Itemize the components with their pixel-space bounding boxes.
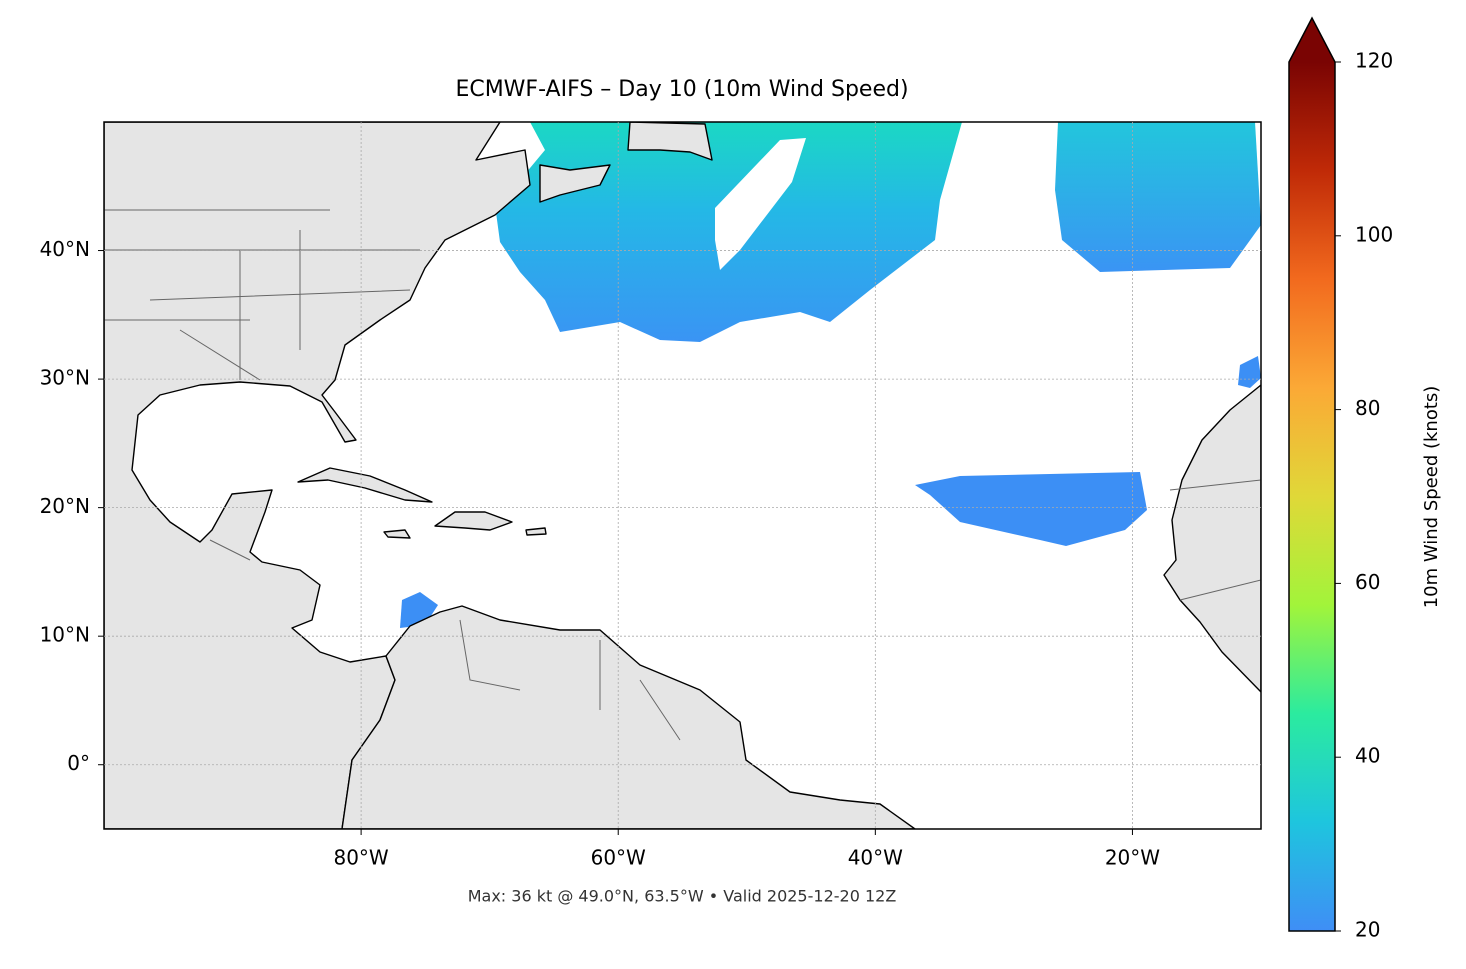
y-tick-label: 10°N — [40, 623, 90, 647]
y-tick-label: 0° — [67, 751, 90, 775]
wind-region — [1238, 356, 1261, 388]
x-tick-label: 60°W — [591, 846, 646, 870]
border — [104, 209, 1261, 741]
y-tick-label: 30°N — [40, 366, 90, 390]
map-layer — [104, 122, 1261, 829]
y-tick-label: 40°N — [40, 237, 90, 261]
colorbar-frame — [1288, 16, 1336, 932]
land — [539, 164, 611, 203]
colorbar-tick-label: 100 — [1355, 222, 1393, 246]
colorbar — [1289, 62, 1335, 931]
wind-region — [1055, 122, 1261, 272]
footer-note: Max: 36 kt @ 49.0°N, 63.5°W • Valid 2025… — [468, 887, 897, 906]
chart-title: ECMWF-AIFS – Day 10 (10m Wind Speed) — [455, 77, 908, 102]
colorbar-tick-label: 120 — [1355, 49, 1393, 73]
wind-region — [915, 472, 1147, 546]
x-tick-label: 40°W — [848, 846, 903, 870]
land — [297, 467, 433, 503]
land — [104, 122, 531, 829]
land — [525, 527, 547, 536]
land — [383, 529, 411, 539]
land — [627, 122, 713, 161]
colorbar-tick-label: 60 — [1355, 570, 1380, 594]
x-tick-label: 80°W — [333, 846, 388, 870]
colorbar-label: 10m Wind Speed (knots) — [1421, 386, 1442, 609]
colorbar-tick-label: 40 — [1355, 744, 1380, 768]
land — [434, 511, 513, 531]
colorbar-extend — [1289, 18, 1335, 62]
colorbar-tick-label: 80 — [1355, 396, 1380, 420]
land — [341, 605, 916, 829]
land — [1163, 384, 1261, 693]
x-tick-label: 20°W — [1105, 846, 1160, 870]
colorbar-tick-label: 20 — [1355, 918, 1380, 942]
wind-region — [495, 122, 962, 342]
plot-frame — [103, 121, 1262, 830]
y-tick-label: 20°N — [40, 494, 90, 518]
